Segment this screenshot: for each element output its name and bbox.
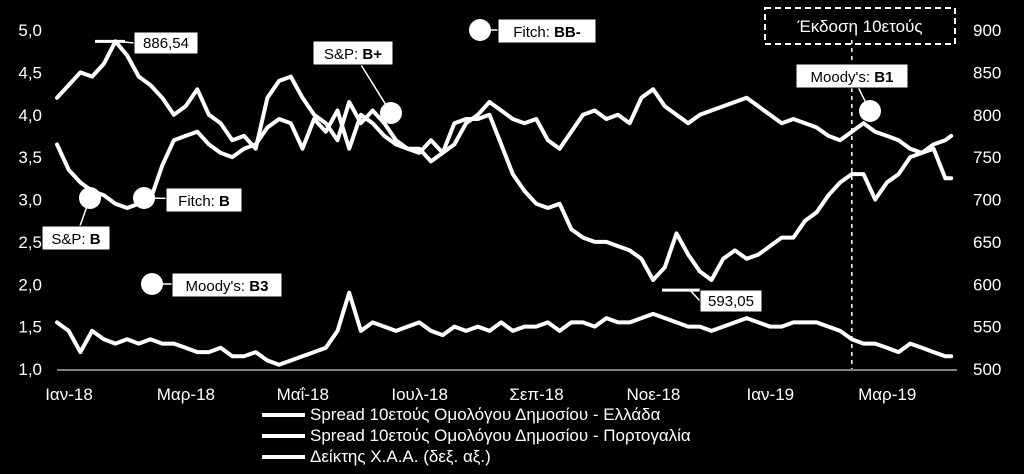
- moodys-b1-box: [795, 63, 909, 89]
- fitch-b-marker: [133, 187, 155, 209]
- right-tick-label: 900: [973, 21, 1001, 40]
- right-tick-label: 500: [973, 360, 1001, 379]
- issue-label: Έκδοση 10ετούς: [796, 17, 922, 36]
- series-layer: [55, 39, 954, 367]
- moodys-b3-marker: [141, 273, 163, 295]
- right-tick-label: 600: [973, 275, 1001, 294]
- x-tick-label: Νοε-18: [626, 385, 680, 404]
- issue-label-box: [764, 7, 956, 45]
- sp-bplus-label: S&P: B+: [324, 46, 382, 63]
- fitch-b-label: Fitch: B: [178, 193, 230, 210]
- right-tick-label: 650: [973, 233, 1001, 252]
- moodys-b1-label: Moody's: B1: [811, 69, 894, 86]
- legend: Spread 10ετούς Ομολόγου Δημοσίου - Ελλάδ…: [262, 405, 691, 466]
- moodys-b3-label: Moody's: B3: [186, 278, 269, 295]
- max-label-box: [133, 31, 199, 55]
- x-tick-label: Μαΐ-18: [277, 385, 329, 404]
- left-tick-label: 5,0: [18, 21, 42, 40]
- series-line-1: [55, 108, 954, 282]
- moodys-b3-box: [171, 272, 283, 298]
- min-label-leader: [689, 289, 701, 302]
- fitch-bbminus-label: Fitch: BB-: [513, 24, 581, 41]
- right-tick-label: 850: [973, 63, 1001, 82]
- legend-label-2: Spread 10ετούς Ομολόγου Δημοσίου - Πορτο…: [310, 426, 691, 445]
- sp-b-label: S&P: B: [51, 231, 100, 248]
- left-tick-label: 1,5: [18, 318, 42, 337]
- series-line-2: [55, 290, 954, 367]
- x-tick-label: Μαρ-18: [157, 385, 215, 404]
- annotation-layer: Έκδοση 10ετούς 886,54 593,05 S&P: B Fitch: B…: [41, 7, 956, 369]
- left-tick-label: 3,0: [18, 191, 42, 210]
- sp-b-marker: [79, 187, 101, 209]
- legend-label-1: Spread 10ετούς Ομολόγου Δημοσίου - Ελλάδ…: [310, 405, 661, 424]
- left-tick-label: 1,0: [18, 360, 42, 379]
- legend-label-3: Δείκτης Χ.Α.Α. (δεξ. αξ.): [310, 447, 491, 466]
- right-tick-label: 800: [973, 106, 1001, 125]
- x-tick-label: Ιουλ-18: [391, 385, 448, 404]
- sp-bplus-box: [312, 40, 394, 66]
- max-label: 886,54: [143, 35, 189, 52]
- sp-bplus-marker: [380, 102, 402, 124]
- series-line-3: [55, 39, 954, 164]
- fitch-bbminus-box: [497, 18, 597, 44]
- right-tick-label: 550: [973, 318, 1001, 337]
- max-label-leader: [117, 40, 135, 44]
- left-tick-label: 2,5: [18, 233, 42, 252]
- left-tick-label: 3,5: [18, 148, 42, 167]
- left-tick-label: 4,0: [18, 106, 42, 125]
- min-label-box: [699, 289, 763, 313]
- x-tick-label: Σεπ-18: [509, 385, 563, 404]
- x-tick-label: Ιαν-18: [45, 385, 93, 404]
- right-tick-label: 750: [973, 148, 1001, 167]
- moodys-b1-marker: [859, 100, 881, 122]
- x-tick-label: Ιαν-19: [746, 385, 794, 404]
- fitch-b-box: [165, 187, 243, 213]
- x-tick-label: Μαρ-19: [858, 385, 916, 404]
- min-label: 593,05: [708, 293, 754, 310]
- left-tick-label: 4,5: [18, 63, 42, 82]
- axes: 1,0 1,5 2,0 2,5 3,0 3,5 4,0 4,5 5,0 500 550 600 650 7…: [18, 21, 1001, 404]
- sp-b-box: [41, 225, 111, 251]
- left-tick-label: 2,0: [18, 275, 42, 294]
- right-tick-label: 700: [973, 191, 1001, 210]
- fitch-bbminus-marker: [469, 19, 491, 41]
